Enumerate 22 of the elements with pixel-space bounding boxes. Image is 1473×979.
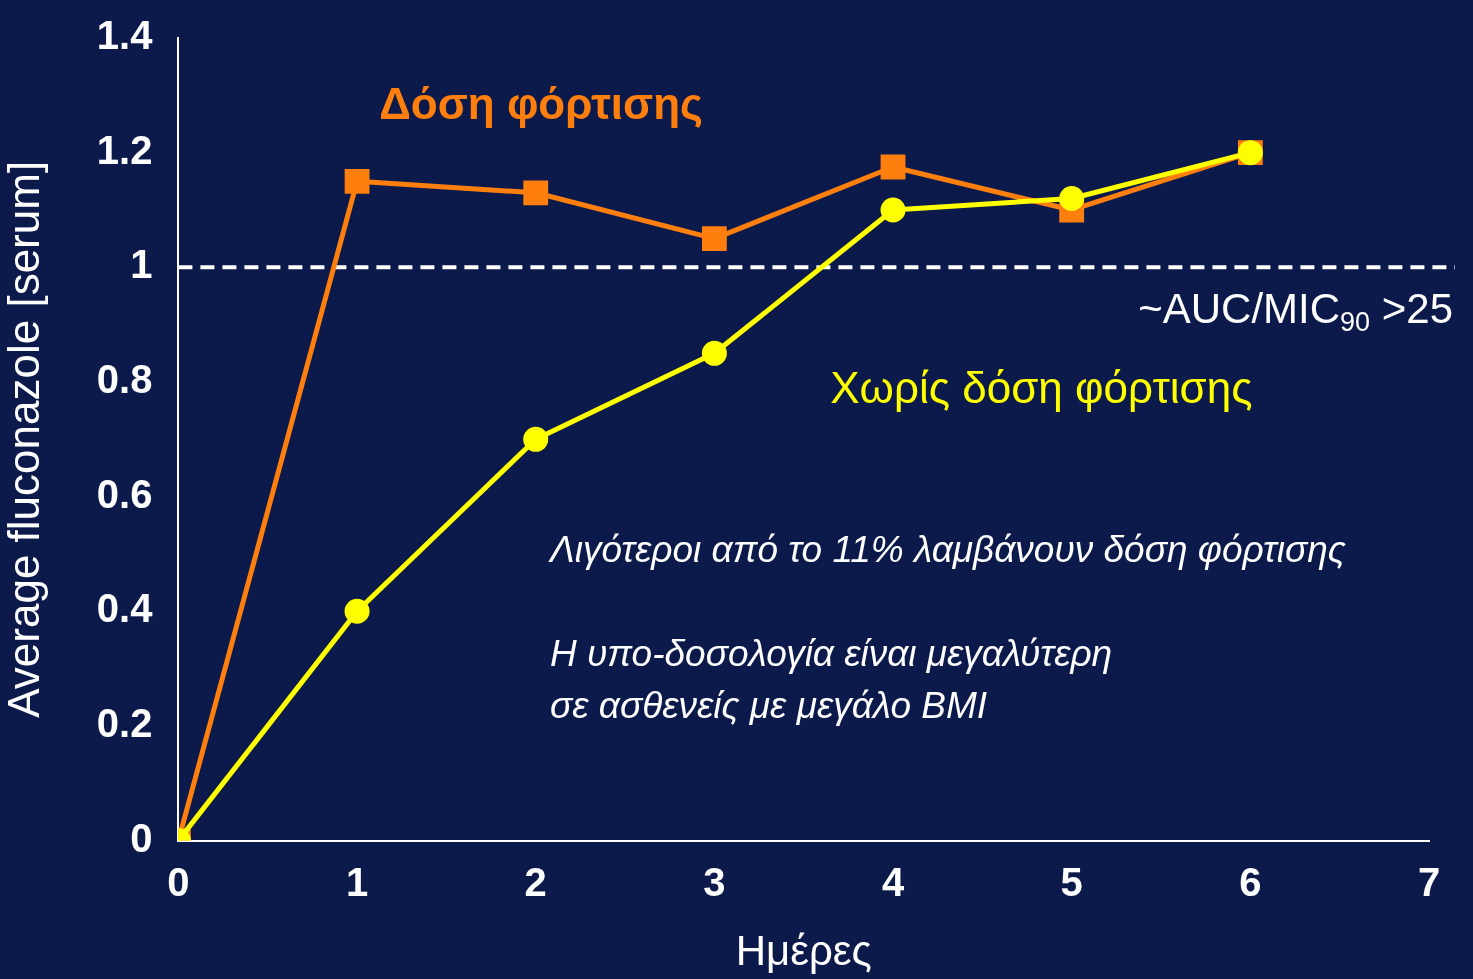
x-tick-label: 1: [345, 859, 369, 904]
x-axis-title: Ημέρες: [735, 927, 872, 975]
series-label: Δόση φόρτισης: [379, 79, 703, 129]
y-tick-label: 0: [130, 815, 153, 860]
x-tick-label: 7: [1417, 859, 1441, 904]
x-tick-label: 6: [1239, 859, 1262, 904]
y-tick-label: 0.2: [96, 700, 153, 745]
y-tick-label: 1: [130, 242, 153, 287]
y-axis-title: Average fluconazole [serum]: [0, 160, 48, 718]
y-tick-label: 0.6: [96, 471, 153, 516]
x-tick-label: 3: [703, 859, 726, 904]
series-label: Χωρίς δόση φόρτισης: [830, 363, 1253, 413]
y-tick-label: 1.4: [96, 13, 154, 58]
x-tick-label: 4: [881, 859, 905, 904]
y-tick-label: 1.2: [96, 127, 153, 172]
annotation: Η υπο-δοσολογία είναι μεγαλύτερη σε ασθενείς με μεγάλο BMI: [550, 633, 1113, 727]
x-tick-label: 0: [167, 859, 190, 904]
annotation: Λιγότεροι από το 11% λαμβάνουν δόση φόρτισης: [548, 528, 1346, 570]
y-tick-label: 0.8: [96, 357, 153, 401]
y-tick-label: 0.4: [96, 586, 154, 631]
x-tick-label: 2: [524, 859, 547, 904]
x-tick-label: 5: [1060, 859, 1083, 904]
